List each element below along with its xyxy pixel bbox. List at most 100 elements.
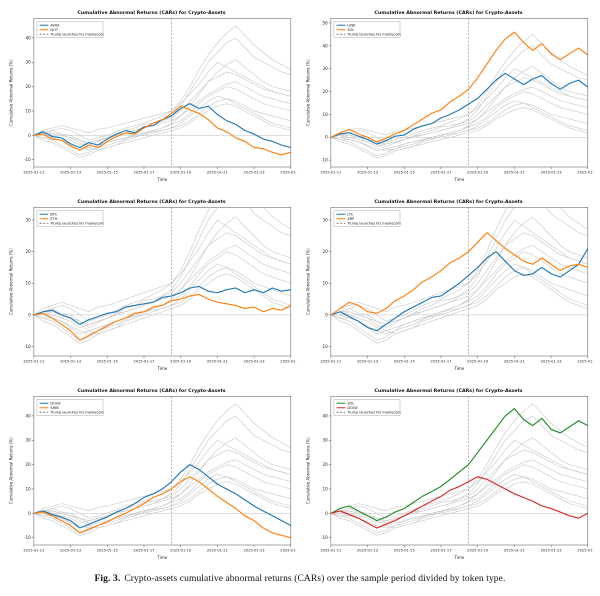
svg-text:2025-01-11: 2025-01-11 bbox=[23, 548, 44, 552]
car-chart-svg: Cumulative Abnormal Returns (CARs) for C… bbox=[6, 5, 297, 192]
svg-text:Cumulative Abnormal Returns (C: Cumulative Abnormal Returns (CARs) for C… bbox=[77, 10, 225, 16]
svg-text:DOT: DOT bbox=[50, 28, 58, 32]
svg-text:30: 30 bbox=[323, 66, 329, 71]
svg-text:Time: Time bbox=[454, 554, 465, 559]
car-chart-svg: Cumulative Abnormal Returns (CARs) for C… bbox=[6, 382, 297, 570]
svg-text:20: 20 bbox=[26, 249, 32, 254]
svg-text:2025-01-17: 2025-01-17 bbox=[133, 359, 154, 363]
svg-text:2025-01-21: 2025-01-21 bbox=[207, 359, 228, 363]
svg-text:Trump launches his memecoin: Trump launches his memecoin bbox=[346, 221, 400, 225]
svg-text:10: 10 bbox=[26, 280, 32, 285]
svg-text:2025-01-15: 2025-01-15 bbox=[394, 359, 415, 363]
svg-text:10: 10 bbox=[26, 108, 32, 113]
svg-text:Cumulative Abnormal Returns (%: Cumulative Abnormal Returns (%) bbox=[9, 59, 14, 126]
figure-caption: Fig. 3. Crypto-assets cumulative abnormal… bbox=[6, 574, 594, 584]
svg-text:Cumulative Abnormal Returns (C: Cumulative Abnormal Returns (CARs) for C… bbox=[374, 387, 522, 393]
svg-text:2025-01-15: 2025-01-15 bbox=[394, 548, 415, 552]
car-chart-svg: Cumulative Abnormal Returns (CARs) for C… bbox=[303, 5, 594, 192]
svg-text:Cumulative Abnormal Returns (C: Cumulative Abnormal Returns (CARs) for C… bbox=[374, 10, 522, 16]
svg-text:2025-01-23: 2025-01-23 bbox=[541, 548, 562, 552]
chart-panel-avax-dot: Cumulative Abnormal Returns (CARs) for C… bbox=[6, 5, 297, 192]
svg-text:0: 0 bbox=[28, 312, 31, 317]
svg-text:-10: -10 bbox=[24, 535, 31, 540]
svg-text:-10: -10 bbox=[24, 157, 31, 162]
svg-text:2025-01-23: 2025-01-23 bbox=[244, 359, 265, 363]
svg-text:2025-01-25: 2025-01-25 bbox=[577, 171, 594, 175]
svg-text:2025-01-11: 2025-01-11 bbox=[320, 548, 341, 552]
svg-text:2025-01-17: 2025-01-17 bbox=[133, 548, 154, 552]
svg-text:Trump launches his memecoin: Trump launches his memecoin bbox=[49, 33, 103, 37]
svg-text:20: 20 bbox=[26, 84, 32, 89]
svg-text:0: 0 bbox=[325, 135, 328, 140]
svg-text:2025-01-21: 2025-01-21 bbox=[504, 171, 525, 175]
svg-text:ETH: ETH bbox=[50, 217, 57, 221]
chart-panel-sol-doge: Cumulative Abnormal Returns (CARs) for C… bbox=[303, 382, 594, 570]
svg-text:2025-01-21: 2025-01-21 bbox=[207, 548, 228, 552]
svg-text:Cumulative Abnormal Returns (%: Cumulative Abnormal Returns (%) bbox=[9, 248, 14, 315]
svg-text:AVAX: AVAX bbox=[50, 23, 60, 27]
svg-text:-10: -10 bbox=[321, 535, 328, 540]
svg-text:2025-01-13: 2025-01-13 bbox=[357, 548, 378, 552]
svg-text:Time: Time bbox=[454, 366, 465, 371]
svg-text:0: 0 bbox=[325, 510, 328, 515]
svg-text:Time: Time bbox=[157, 177, 168, 182]
svg-text:10: 10 bbox=[323, 280, 329, 285]
svg-text:40: 40 bbox=[26, 413, 32, 418]
subplot-grid: Cumulative Abnormal Returns (CARs) for C… bbox=[6, 5, 594, 570]
svg-text:2025-01-11: 2025-01-11 bbox=[320, 359, 341, 363]
svg-text:0: 0 bbox=[28, 510, 31, 515]
svg-text:LINK: LINK bbox=[347, 23, 356, 27]
svg-text:Cumulative Abnormal Returns (C: Cumulative Abnormal Returns (CARs) for C… bbox=[374, 199, 522, 205]
svg-text:-10: -10 bbox=[321, 158, 328, 163]
svg-text:2025-01-25: 2025-01-25 bbox=[577, 548, 594, 552]
svg-text:20: 20 bbox=[323, 249, 329, 254]
svg-text:SHIB: SHIB bbox=[50, 406, 59, 410]
svg-text:Cumulative Abnormal Returns (%: Cumulative Abnormal Returns (%) bbox=[306, 436, 311, 503]
svg-text:20: 20 bbox=[323, 462, 329, 467]
svg-text:Trump launches his memecoin: Trump launches his memecoin bbox=[346, 410, 400, 414]
svg-text:Trump launches his memecoin: Trump launches his memecoin bbox=[346, 33, 400, 37]
svg-text:40: 40 bbox=[26, 35, 32, 40]
svg-text:Time: Time bbox=[157, 554, 168, 559]
svg-text:2025-01-17: 2025-01-17 bbox=[430, 359, 451, 363]
svg-text:2025-01-25: 2025-01-25 bbox=[577, 359, 594, 363]
svg-text:2025-01-21: 2025-01-21 bbox=[504, 359, 525, 363]
svg-text:2025-01-19: 2025-01-19 bbox=[467, 171, 489, 175]
svg-text:2025-01-21: 2025-01-21 bbox=[207, 171, 228, 175]
chart-panel-ltc-xrp: Cumulative Abnormal Returns (CARs) for C… bbox=[303, 193, 594, 381]
svg-text:20: 20 bbox=[323, 89, 329, 94]
svg-text:2025-01-17: 2025-01-17 bbox=[430, 171, 451, 175]
svg-text:2025-01-19: 2025-01-19 bbox=[170, 359, 192, 363]
svg-text:2025-01-13: 2025-01-13 bbox=[357, 171, 378, 175]
svg-text:2025-01-23: 2025-01-23 bbox=[244, 548, 265, 552]
svg-text:SOL: SOL bbox=[347, 401, 354, 405]
figure-caption-text: Crypto-assets cumulative abnormal return… bbox=[124, 574, 506, 585]
figure-caption-label: Fig. 3. bbox=[94, 574, 121, 585]
svg-text:Trump launches his memecoin: Trump launches his memecoin bbox=[49, 221, 103, 225]
svg-text:40: 40 bbox=[323, 413, 329, 418]
svg-text:30: 30 bbox=[323, 437, 329, 442]
svg-text:2025-01-11: 2025-01-11 bbox=[320, 171, 341, 175]
svg-text:LTC: LTC bbox=[347, 212, 353, 216]
chart-panel-link-sol: Cumulative Abnormal Returns (CARs) for C… bbox=[303, 5, 594, 192]
svg-text:2025-01-17: 2025-01-17 bbox=[133, 171, 154, 175]
svg-text:2025-01-21: 2025-01-21 bbox=[504, 548, 525, 552]
svg-text:Cumulative Abnormal Returns (%: Cumulative Abnormal Returns (%) bbox=[306, 248, 311, 315]
svg-text:DOGE: DOGE bbox=[50, 401, 60, 405]
svg-text:Cumulative Abnormal Returns (C: Cumulative Abnormal Returns (CARs) for C… bbox=[77, 387, 225, 393]
svg-text:2025-01-25: 2025-01-25 bbox=[280, 548, 297, 552]
svg-text:2025-01-19: 2025-01-19 bbox=[170, 548, 192, 552]
car-chart-svg: Cumulative Abnormal Returns (CARs) for C… bbox=[6, 193, 297, 381]
svg-text:2025-01-15: 2025-01-15 bbox=[394, 171, 415, 175]
svg-text:2025-01-23: 2025-01-23 bbox=[244, 171, 265, 175]
svg-text:Trump launches his memecoin: Trump launches his memecoin bbox=[49, 410, 103, 414]
svg-text:2025-01-19: 2025-01-19 bbox=[467, 548, 489, 552]
car-chart-svg: Cumulative Abnormal Returns (CARs) for C… bbox=[303, 193, 594, 381]
chart-panel-doge-shib: Cumulative Abnormal Returns (CARs) for C… bbox=[6, 382, 297, 570]
svg-text:2025-01-17: 2025-01-17 bbox=[430, 548, 451, 552]
svg-text:50: 50 bbox=[323, 20, 329, 25]
chart-panel-btc-eth: Cumulative Abnormal Returns (CARs) for C… bbox=[6, 193, 297, 381]
svg-text:10: 10 bbox=[26, 486, 32, 491]
svg-text:-10: -10 bbox=[24, 344, 31, 349]
svg-text:2025-01-23: 2025-01-23 bbox=[541, 171, 562, 175]
